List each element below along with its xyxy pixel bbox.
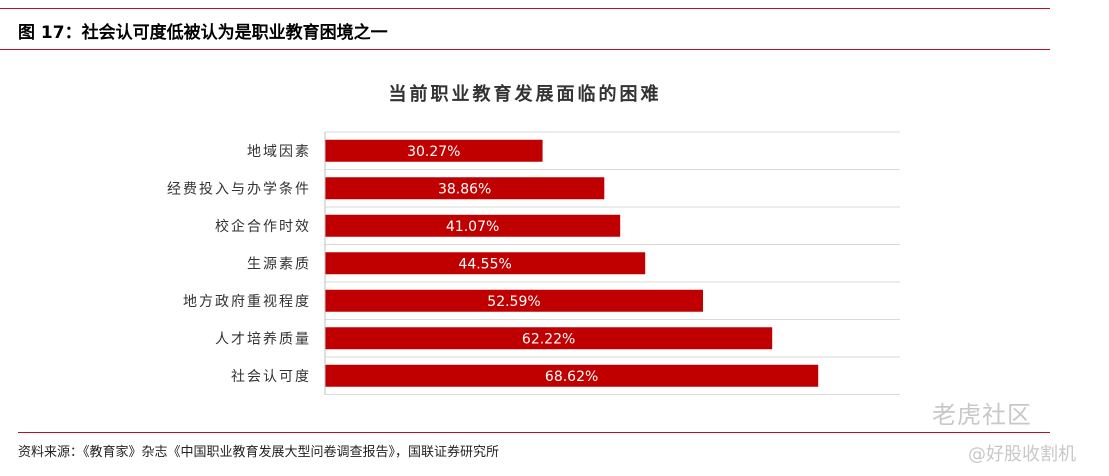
category-label: 校企合作时效 (215, 218, 311, 235)
bar-value-label: 68.62% (545, 369, 598, 385)
chart-title: 当前职业教育发展面临的困难 (388, 84, 662, 105)
bar-value-label: 44.55% (458, 256, 511, 272)
watermark-logo: 老虎社区 (932, 401, 1032, 429)
bar (325, 289, 703, 312)
category-label: 生源素质 (247, 256, 311, 272)
category-label: 经费投入与办学条件 (167, 180, 311, 197)
figure-title: 图 17：社会认可度低被认为是职业教育困境之一 (18, 23, 388, 43)
category-label: 社会认可度 (231, 369, 311, 385)
bar (325, 214, 621, 237)
bar-value-label: 41.07% (446, 219, 499, 235)
bar (325, 139, 543, 162)
bar (325, 252, 646, 275)
bar (325, 364, 819, 387)
footer-divider (18, 432, 1050, 433)
source-note: 资料来源：《教育家》杂志《中国职业教育发展大型问卷调查报告》，国联证券研究所 (18, 445, 500, 460)
bar-value-label: 52.59% (487, 294, 540, 310)
category-label: 地域因素 (247, 144, 311, 160)
bar (325, 177, 605, 200)
watermark-handle: @好股收割机 (968, 444, 1076, 465)
category-label: 地方政府重视程度 (183, 294, 311, 310)
bar-value-label: 62.22% (522, 331, 575, 347)
bar-value-label: 38.86% (438, 181, 491, 197)
bar-chart: 地域因素 30.27% 经费投入与办学条件 38.86% 校企合作时效 41.07% 生源素… (167, 131, 900, 395)
category-label: 人才培养质量 (215, 331, 311, 347)
figure-header: 图 17：社会认可度低被认为是职业教育困境之一 (0, 8, 1050, 50)
bar-value-label: 30.27% (407, 144, 460, 160)
bar (325, 327, 773, 350)
